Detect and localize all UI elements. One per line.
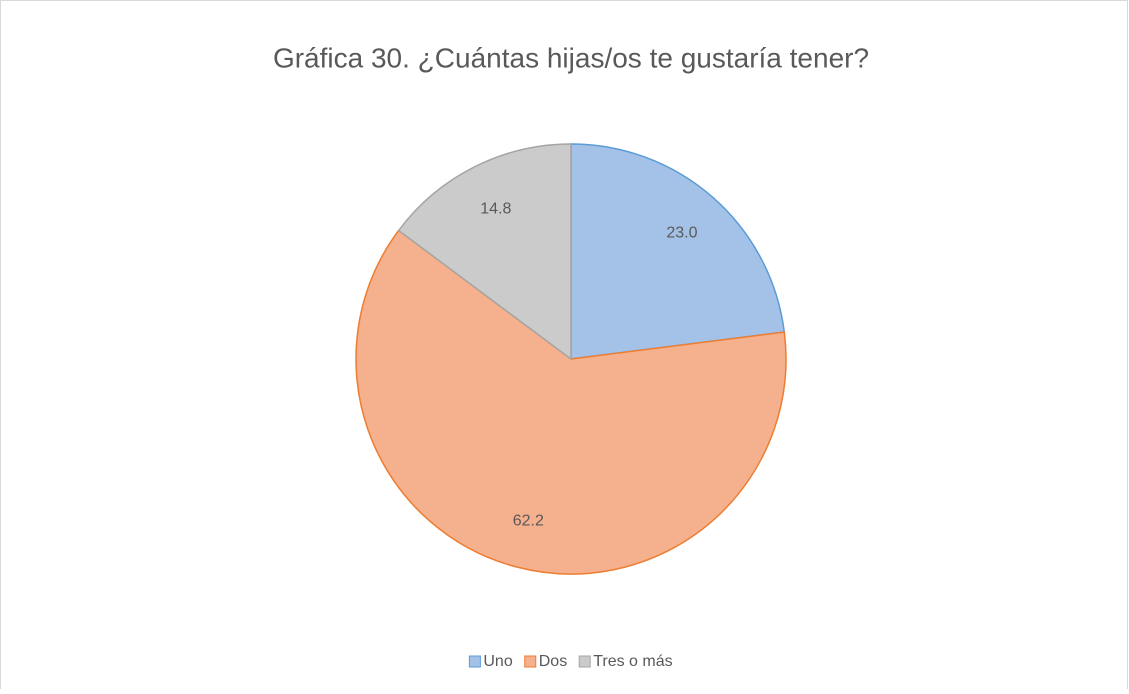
legend-label: Tres o más <box>593 653 672 670</box>
chart-title: Gráfica 30. ¿Cuántas hijas/os te gustarí… <box>273 42 869 73</box>
data-label: 62.2 <box>513 512 544 529</box>
legend-swatch <box>524 655 537 668</box>
data-label: 23.0 <box>666 224 697 241</box>
pie-slice <box>570 143 786 360</box>
legend-swatch <box>578 655 591 668</box>
legend-label: Dos <box>539 653 567 670</box>
legend-label: Uno <box>483 653 512 670</box>
legend-swatch <box>468 655 481 668</box>
pie-slice <box>397 143 572 361</box>
pie-slice <box>355 229 787 575</box>
data-label: 14.8 <box>480 200 511 217</box>
